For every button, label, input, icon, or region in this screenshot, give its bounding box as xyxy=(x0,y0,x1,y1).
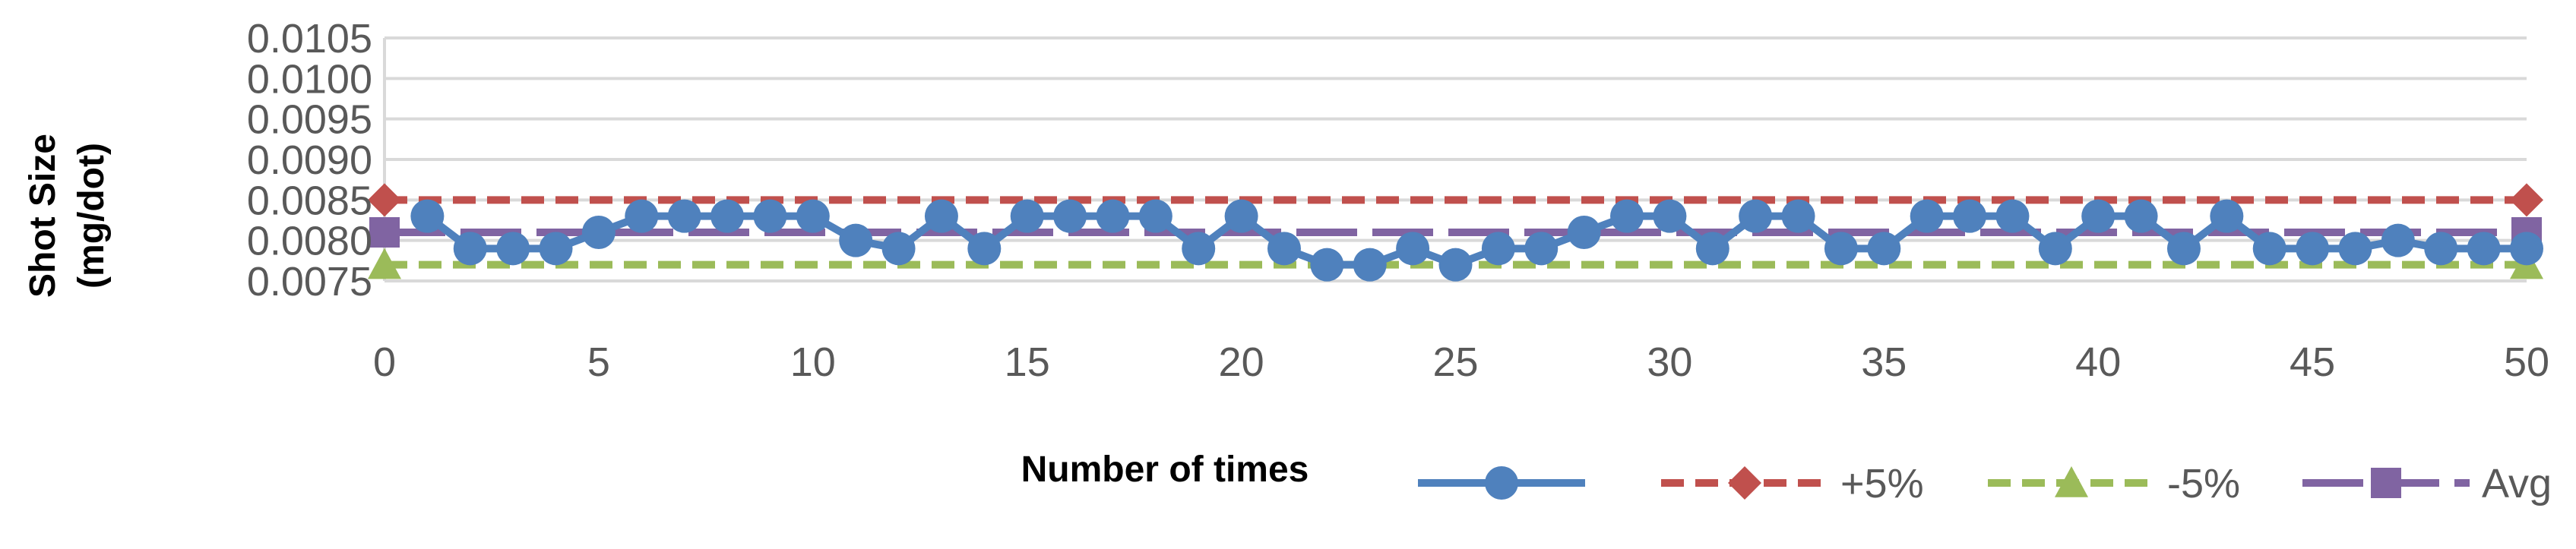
data-point xyxy=(2252,232,2286,266)
x-tick-label: 5 xyxy=(587,339,610,385)
x-tick-label: 45 xyxy=(2290,339,2335,385)
data-point xyxy=(1138,199,1172,233)
data-point xyxy=(839,223,873,257)
x-tick-label: 35 xyxy=(1861,339,1907,385)
data-point xyxy=(924,199,958,233)
x-tick-label: 20 xyxy=(1219,339,1264,385)
y-tick-label: 0.0080 xyxy=(247,219,372,264)
data-point xyxy=(2381,223,2415,257)
x-tick-label: 30 xyxy=(1647,339,1692,385)
data-point xyxy=(1995,199,2030,233)
legend-entry: Avg xyxy=(2302,461,2552,506)
series-Avg xyxy=(369,217,2542,248)
y-tick-label: 0.0075 xyxy=(247,259,372,304)
data-point xyxy=(796,199,830,233)
legend: +5% -5% Avg xyxy=(1418,461,2552,506)
data-point xyxy=(368,248,401,279)
data-point xyxy=(1653,199,1687,233)
data-point xyxy=(1438,248,1473,282)
data-point xyxy=(2166,232,2201,266)
y-tick-label: 0.0085 xyxy=(247,178,372,223)
x-axis-title: Number of times xyxy=(1021,450,1309,490)
data-point xyxy=(2338,232,2372,266)
data-point xyxy=(2124,199,2158,233)
data-point xyxy=(1867,232,1901,266)
x-tick-label: 10 xyxy=(790,339,836,385)
series-5 xyxy=(368,183,2543,217)
data-point xyxy=(1739,199,1773,233)
data-point xyxy=(2510,232,2543,266)
data-point xyxy=(881,232,916,266)
data-point xyxy=(1053,199,1087,233)
data-point xyxy=(369,217,400,248)
legend-label: -5% xyxy=(2167,461,2240,506)
legend-marker xyxy=(1728,466,1761,500)
data-point xyxy=(1781,199,1815,233)
data-point xyxy=(1396,232,1430,266)
x-tick-label: 40 xyxy=(2075,339,2121,385)
y-tick-label: 0.0095 xyxy=(247,97,372,143)
legend-marker xyxy=(2371,468,2401,498)
y-axis-title: Shot Size (mg/dot) xyxy=(23,134,112,298)
plot-area xyxy=(368,183,2543,282)
x-tick-label: 0 xyxy=(373,339,396,385)
data-point xyxy=(2467,232,2501,266)
data-point xyxy=(1610,199,1644,233)
x-axis-ticks: 0 5 10 15 20 25 30 35 40 45 50 xyxy=(373,339,2549,385)
y-axis-title-line-2: (mg/dot) xyxy=(71,143,112,289)
data-point xyxy=(1224,199,1258,233)
x-tick-label: 25 xyxy=(1432,339,1478,385)
legend-marker xyxy=(1485,466,1518,500)
data-point xyxy=(2210,199,2244,233)
y-tick-label: 0.0100 xyxy=(247,56,372,102)
legend-entry: +5% xyxy=(1661,461,1924,506)
series-measured xyxy=(410,199,2543,282)
data-point xyxy=(1010,199,1044,233)
data-point xyxy=(2296,232,2330,266)
data-point xyxy=(2510,183,2543,217)
data-point xyxy=(967,232,1002,266)
y-axis-ticks: 0.00750.00800.00850.00900.00950.01000.01… xyxy=(247,16,372,304)
x-tick-label: 15 xyxy=(1005,339,1050,385)
data-point xyxy=(581,216,616,249)
x-tick-label: 50 xyxy=(2504,339,2549,385)
data-point xyxy=(453,232,487,266)
data-point xyxy=(1267,232,1301,266)
y-axis-title-line-1: Shot Size xyxy=(23,134,63,298)
data-point xyxy=(1182,232,1216,266)
data-point xyxy=(2038,232,2072,266)
y-tick-label: 0.0090 xyxy=(247,137,372,183)
data-point xyxy=(625,199,659,233)
data-point xyxy=(1824,232,1858,266)
data-point xyxy=(2081,199,2116,233)
data-point xyxy=(410,199,445,233)
data-point xyxy=(1524,232,1559,266)
data-point xyxy=(1481,232,1515,266)
data-point xyxy=(1567,216,1601,249)
data-point xyxy=(753,199,787,233)
data-point xyxy=(1953,199,1987,233)
data-point xyxy=(1096,199,1130,233)
data-point xyxy=(368,183,401,217)
data-point xyxy=(1353,248,1387,282)
data-point xyxy=(1910,199,1944,233)
data-point xyxy=(710,199,745,233)
gridlines xyxy=(385,36,2527,242)
data-point xyxy=(1695,232,1729,266)
data-point xyxy=(2424,232,2458,266)
legend-label: Avg xyxy=(2482,461,2552,506)
data-point xyxy=(496,232,530,266)
data-point xyxy=(1310,248,1344,282)
legend-marker xyxy=(2055,466,2088,497)
legend-entry: -5% xyxy=(1988,461,2240,506)
legend-label: +5% xyxy=(1840,461,1924,506)
y-tick-label: 0.0105 xyxy=(247,16,372,62)
data-point xyxy=(667,199,701,233)
data-point xyxy=(539,232,573,266)
legend-entry xyxy=(1418,466,1585,500)
